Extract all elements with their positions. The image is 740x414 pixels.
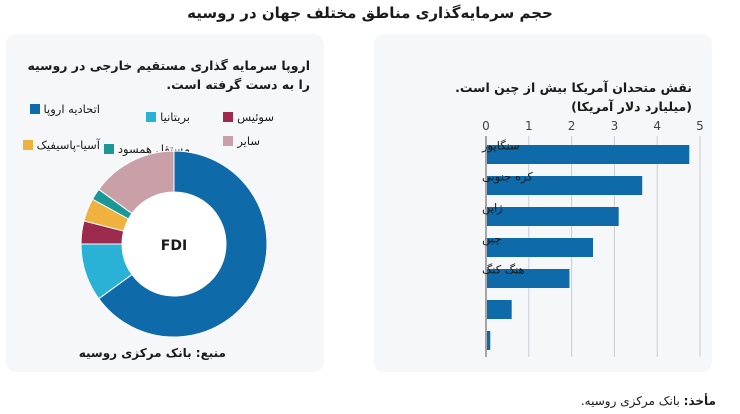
legend-swatch-switzerland xyxy=(223,112,234,122)
fdi-donut-panel: اروپا سرمایه گذاری مستقیم خارجی در روسیه… xyxy=(6,34,324,372)
bar-heading-line-2: (میلیارد دلار آمریکا) xyxy=(571,99,692,114)
donut-center-label: FDI xyxy=(161,238,187,254)
legend-swatch-cis xyxy=(103,144,114,154)
donut-heading-line-2: را به دست گرفته است. xyxy=(166,77,310,92)
x-tick-label-1: 1 xyxy=(525,119,533,133)
legend-label-eu: اتحادیه اروپا xyxy=(43,102,100,116)
x-tick-label-5: 5 xyxy=(696,119,704,133)
category-label-3: ژاپن xyxy=(482,201,503,216)
investment-bar-chart: 0 1 2 3 4 5 سنگاپور کره جنوبی ژاپن چین هنگ کنگ xyxy=(481,119,704,357)
donut-heading: اروپا سرمایه گذاری مستقیم خارجی در روسیه… xyxy=(20,56,310,94)
category-label-5: هنگ کنگ xyxy=(482,263,525,277)
bar-7 xyxy=(487,331,491,350)
legend-swatch-asia-pacific xyxy=(22,140,33,150)
x-tick-label-3: 3 xyxy=(611,119,619,133)
category-label-1: سنگاپور xyxy=(481,139,520,154)
legend-label-asia-pacific: آسیا-پاسیفیک xyxy=(36,138,100,152)
bar-6 xyxy=(487,300,512,319)
category-label-4: چین xyxy=(482,232,501,247)
footnote-text: بانک مرکزی روسیه. xyxy=(580,394,684,408)
bar-heading: نقش متحدان آمریکا بیش از چین است. (میلیا… xyxy=(392,78,692,116)
legend-swatch-other xyxy=(223,136,234,146)
x-tick-label-0: 0 xyxy=(482,119,490,133)
legend-label-uk: بریتانیا xyxy=(160,110,190,124)
page-title: حجم سرمایه‌گذاری مناطق مختلف جهان در روس… xyxy=(187,4,553,22)
x-tick-label-2: 2 xyxy=(568,119,576,133)
legend-label-other: سایر xyxy=(237,134,260,148)
donut-heading-line-1: اروپا سرمایه گذاری مستقیم خارجی در روسیه xyxy=(27,58,310,73)
fdi-donut-chart: FDI xyxy=(80,150,268,338)
legend-item-switzerland: سوئیس xyxy=(223,110,274,124)
legend-label-switzerland: سوئیس xyxy=(237,110,274,124)
donut-hole xyxy=(122,192,226,296)
bar-heading-line-1: نقش متحدان آمریکا بیش از چین است. xyxy=(455,80,692,95)
legend-item-uk: بریتانیا xyxy=(146,110,190,124)
bar-3 xyxy=(487,207,619,226)
bar-4 xyxy=(487,238,593,257)
source-footnote: مأخذ: بانک مرکزی روسیه. xyxy=(581,394,716,408)
bar-1 xyxy=(487,145,690,164)
footnote-label: مأخذ: xyxy=(683,394,716,408)
category-label-2: کره جنوبی xyxy=(482,170,533,185)
bar-5 xyxy=(487,269,570,288)
legend-item-asia-pacific: آسیا-پاسیفیک xyxy=(22,138,100,152)
bar-2 xyxy=(487,176,643,195)
legend-swatch-eu xyxy=(29,104,40,114)
bar-chart-panel: نقش متحدان آمریکا بیش از چین است. (میلیا… xyxy=(374,34,712,372)
legend-swatch-uk xyxy=(146,112,157,122)
donut-source: منبع: بانک مرکزی روسیه xyxy=(78,346,226,360)
x-tick-label-4: 4 xyxy=(653,119,661,133)
legend-item-other: سایر xyxy=(223,134,260,148)
legend-item-eu: اتحادیه اروپا xyxy=(29,102,100,116)
